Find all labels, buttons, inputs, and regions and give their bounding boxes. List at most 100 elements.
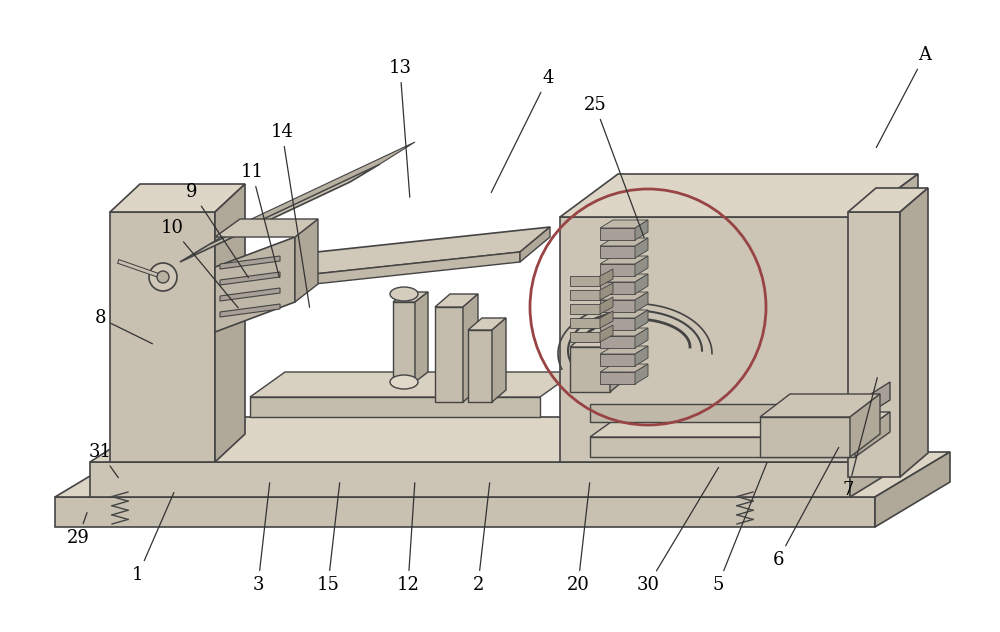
Polygon shape	[110, 184, 245, 212]
Ellipse shape	[390, 287, 418, 301]
Polygon shape	[415, 292, 428, 382]
Polygon shape	[600, 297, 613, 314]
Polygon shape	[600, 325, 613, 342]
Polygon shape	[600, 228, 635, 240]
Circle shape	[157, 271, 169, 283]
Polygon shape	[570, 347, 610, 392]
Polygon shape	[635, 220, 648, 240]
Polygon shape	[520, 227, 550, 262]
Polygon shape	[220, 288, 280, 301]
Polygon shape	[635, 256, 648, 276]
Text: 10: 10	[160, 219, 238, 308]
Polygon shape	[600, 328, 648, 336]
Text: 20: 20	[567, 483, 590, 594]
Text: 1: 1	[132, 492, 174, 584]
Polygon shape	[848, 188, 928, 212]
Text: 31: 31	[88, 443, 118, 478]
Polygon shape	[110, 212, 215, 462]
Polygon shape	[760, 417, 850, 457]
Polygon shape	[635, 292, 648, 312]
Polygon shape	[600, 269, 613, 286]
Polygon shape	[215, 184, 245, 462]
Polygon shape	[560, 217, 860, 462]
Circle shape	[149, 263, 177, 291]
Polygon shape	[850, 394, 880, 457]
Polygon shape	[590, 412, 890, 437]
Text: 6: 6	[772, 447, 839, 569]
Text: 2: 2	[472, 483, 490, 594]
Polygon shape	[600, 274, 648, 282]
Polygon shape	[600, 372, 635, 384]
Polygon shape	[600, 282, 635, 294]
Polygon shape	[855, 382, 890, 422]
Polygon shape	[215, 219, 318, 237]
Text: 4: 4	[491, 69, 554, 193]
Polygon shape	[560, 174, 918, 217]
Polygon shape	[600, 264, 635, 276]
Polygon shape	[570, 337, 622, 347]
Text: A: A	[876, 46, 932, 147]
Polygon shape	[468, 318, 506, 330]
Polygon shape	[210, 142, 415, 244]
Polygon shape	[635, 274, 648, 294]
Polygon shape	[220, 256, 280, 269]
Polygon shape	[855, 412, 890, 457]
Polygon shape	[600, 310, 648, 318]
Polygon shape	[295, 219, 318, 302]
Polygon shape	[900, 188, 928, 477]
Text: 25: 25	[584, 96, 644, 238]
Polygon shape	[600, 292, 648, 300]
Bar	[435, 307, 463, 402]
Polygon shape	[600, 336, 635, 348]
Polygon shape	[240, 252, 520, 292]
Bar	[468, 330, 492, 402]
Text: 5: 5	[712, 463, 767, 594]
Bar	[393, 302, 415, 382]
Polygon shape	[90, 462, 850, 497]
Polygon shape	[610, 337, 622, 392]
Text: 15: 15	[317, 483, 340, 594]
Polygon shape	[635, 346, 648, 366]
Polygon shape	[393, 292, 428, 302]
Polygon shape	[600, 256, 648, 264]
Polygon shape	[570, 290, 600, 300]
Polygon shape	[180, 164, 380, 262]
Polygon shape	[635, 310, 648, 330]
Ellipse shape	[390, 375, 418, 389]
Polygon shape	[55, 497, 875, 527]
Text: 7: 7	[842, 378, 877, 499]
Polygon shape	[850, 417, 920, 497]
Polygon shape	[570, 276, 600, 286]
Polygon shape	[590, 437, 855, 457]
Polygon shape	[860, 174, 918, 462]
Text: 11: 11	[240, 163, 279, 277]
Polygon shape	[600, 300, 635, 312]
Text: 9: 9	[186, 183, 248, 277]
Polygon shape	[600, 283, 613, 300]
Polygon shape	[435, 294, 478, 307]
Text: 14: 14	[271, 123, 310, 307]
Bar	[848, 212, 900, 477]
Polygon shape	[240, 227, 550, 282]
Polygon shape	[600, 354, 635, 366]
Polygon shape	[760, 394, 880, 417]
Text: 3: 3	[252, 483, 270, 594]
Text: 12: 12	[397, 483, 419, 594]
Polygon shape	[600, 318, 635, 330]
Polygon shape	[570, 304, 600, 314]
Text: 29: 29	[67, 513, 89, 547]
Polygon shape	[55, 452, 950, 497]
Polygon shape	[600, 311, 613, 328]
Text: 8: 8	[94, 309, 153, 344]
Polygon shape	[215, 237, 295, 332]
Polygon shape	[570, 318, 600, 328]
Polygon shape	[600, 346, 648, 354]
Polygon shape	[635, 238, 648, 258]
Polygon shape	[600, 246, 635, 258]
Polygon shape	[635, 364, 648, 384]
Polygon shape	[590, 404, 855, 422]
Text: 30: 30	[637, 468, 719, 594]
Polygon shape	[875, 452, 950, 527]
Polygon shape	[600, 220, 648, 228]
Polygon shape	[570, 332, 600, 342]
